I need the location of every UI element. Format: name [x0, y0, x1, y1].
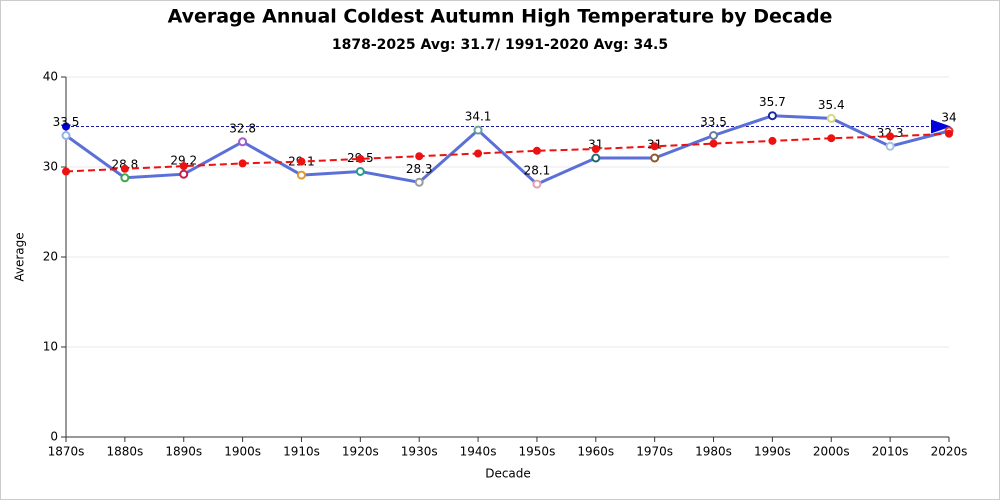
data-label: 29.2: [170, 154, 197, 168]
trend-point: [827, 134, 836, 143]
trend-point: [768, 136, 777, 145]
data-point: [61, 131, 71, 140]
x-tick-label: 1880s: [106, 445, 143, 459]
data-point: [709, 131, 719, 140]
x-tick-label: 1910s: [283, 445, 320, 459]
data-point: [826, 113, 836, 123]
x-tick-label: 2020s: [931, 445, 968, 459]
x-tick-label: 2010s: [872, 445, 909, 459]
trend-point: [356, 154, 365, 163]
data-label: 33.5: [700, 115, 727, 129]
data-point: [591, 153, 601, 163]
data-label: 35.7: [759, 95, 786, 109]
trend-point: [297, 157, 306, 166]
trend-point: [62, 167, 70, 176]
trend-point: [120, 164, 129, 173]
x-tick-label: 1920s: [342, 445, 379, 459]
y-tick-label: 30: [43, 160, 58, 174]
chart-title: Average Annual Coldest Autumn High Tempe…: [168, 6, 833, 28]
data-point: [650, 153, 660, 163]
data-point: [355, 167, 365, 176]
trend-point: [650, 142, 659, 151]
x-tick-label: 1950s: [519, 445, 556, 459]
data-point: [414, 177, 424, 187]
data-label: 28.3: [406, 162, 433, 176]
y-tick-label: 0: [50, 430, 58, 444]
x-tick-label: 1990s: [754, 445, 791, 459]
x-axis-label: Decade: [485, 467, 531, 481]
trend-point: [886, 132, 895, 141]
y-tick-label: 20: [43, 250, 58, 264]
x-tick-label: 1900s: [224, 445, 261, 459]
chart-subtitle: 1878-2025 Avg: 31.7/ 1991-2020 Avg: 34.5: [332, 37, 668, 53]
data-label: 32.8: [229, 121, 256, 135]
data-label: 28.8: [112, 157, 139, 171]
y-tick-label: 10: [43, 340, 58, 354]
trend-point: [709, 139, 718, 148]
data-point: [296, 170, 306, 180]
data-point: [238, 137, 248, 147]
data-point: [885, 141, 895, 151]
y-axis-label: Average: [13, 232, 27, 281]
y-tick-label: 40: [43, 70, 58, 84]
x-tick-label: 2000s: [813, 445, 850, 459]
trend-point: [415, 152, 424, 161]
trend-point: [945, 129, 953, 138]
trend-point: [179, 162, 188, 171]
data-point: [120, 173, 130, 183]
x-tick-label: 1960s: [577, 445, 614, 459]
x-tick-label: 1970s: [636, 445, 673, 459]
x-tick-label: 1930s: [401, 445, 438, 459]
trend-point: [532, 146, 541, 155]
reference-start: [62, 122, 70, 131]
trend-point: [474, 149, 483, 158]
trend-point: [591, 145, 600, 153]
data-point: [532, 179, 542, 189]
data-label: 33.5: [53, 115, 80, 129]
data-label: 34: [941, 111, 956, 125]
data-point: [767, 111, 777, 121]
trend-point: [238, 159, 247, 168]
x-tick-label: 1890s: [165, 445, 202, 459]
data-point: [473, 125, 483, 135]
x-tick-label: 1980s: [695, 445, 732, 459]
data-label: 34.1: [465, 110, 492, 124]
data-label: 28.1: [524, 164, 551, 178]
x-tick-label: 1870s: [48, 445, 85, 459]
data-line: [65, 114, 950, 186]
data-point: [179, 169, 189, 179]
trend-line: [65, 132, 950, 173]
x-tick-label: 1940s: [460, 445, 497, 459]
data-label: 35.4: [818, 98, 845, 112]
reference-arrow: [931, 119, 951, 134]
